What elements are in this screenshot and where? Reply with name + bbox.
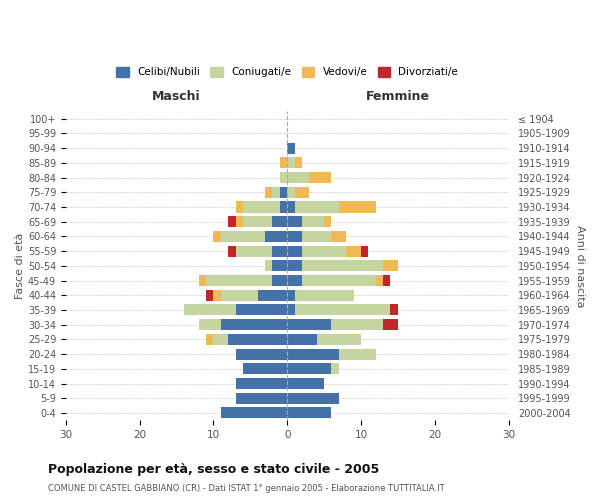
Bar <box>302 246 346 256</box>
Bar <box>236 304 287 316</box>
Bar <box>287 290 295 301</box>
Bar <box>383 275 391 286</box>
Bar <box>287 260 302 272</box>
Bar <box>324 216 331 227</box>
Bar <box>383 319 398 330</box>
Bar <box>272 216 287 227</box>
Bar <box>287 187 295 198</box>
Bar <box>243 364 287 374</box>
Bar <box>302 231 331 242</box>
Bar <box>287 319 331 330</box>
Bar <box>346 246 361 256</box>
Bar <box>214 231 221 242</box>
Bar <box>287 348 339 360</box>
Bar <box>272 187 280 198</box>
Bar <box>221 290 257 301</box>
Bar <box>221 319 287 330</box>
Text: Maschi: Maschi <box>152 90 201 102</box>
Bar <box>391 304 398 316</box>
Bar <box>287 142 295 154</box>
Bar <box>236 246 272 256</box>
Bar <box>287 408 331 418</box>
Bar <box>295 304 391 316</box>
Bar <box>287 275 302 286</box>
Bar <box>214 334 228 345</box>
Bar <box>206 290 214 301</box>
Bar <box>295 158 302 168</box>
Bar <box>228 334 287 345</box>
Bar <box>310 172 331 183</box>
Bar <box>295 290 353 301</box>
Bar <box>236 202 243 212</box>
Bar <box>287 246 302 256</box>
Bar <box>236 392 287 404</box>
Bar <box>257 290 287 301</box>
Bar <box>221 231 265 242</box>
Bar <box>287 392 339 404</box>
Bar <box>214 290 221 301</box>
Bar <box>228 216 236 227</box>
Bar <box>361 246 368 256</box>
Bar <box>236 348 287 360</box>
Text: Femmine: Femmine <box>366 90 430 102</box>
Legend: Celibi/Nubili, Coniugati/e, Vedovi/e, Divorziati/e: Celibi/Nubili, Coniugati/e, Vedovi/e, Di… <box>116 67 458 78</box>
Bar <box>383 260 398 272</box>
Bar <box>287 334 317 345</box>
Bar <box>331 231 346 242</box>
Bar <box>287 378 324 389</box>
Bar <box>280 187 287 198</box>
Bar <box>287 158 295 168</box>
Bar <box>184 304 236 316</box>
Bar <box>295 202 339 212</box>
Bar <box>287 231 302 242</box>
Bar <box>265 231 287 242</box>
Bar <box>265 187 272 198</box>
Bar <box>295 187 310 198</box>
Bar <box>287 364 331 374</box>
Bar <box>272 246 287 256</box>
Bar <box>280 158 287 168</box>
Bar <box>272 275 287 286</box>
Bar <box>199 275 206 286</box>
Bar <box>280 172 287 183</box>
Bar <box>339 202 376 212</box>
Bar <box>280 202 287 212</box>
Bar <box>287 216 302 227</box>
Y-axis label: Fasce di età: Fasce di età <box>15 232 25 299</box>
Text: COMUNE DI CASTEL GABBIANO (CR) - Dati ISTAT 1° gennaio 2005 - Elaborazione TUTTI: COMUNE DI CASTEL GABBIANO (CR) - Dati IS… <box>48 484 445 493</box>
Bar <box>376 275 383 286</box>
Bar <box>243 216 272 227</box>
Bar <box>221 408 287 418</box>
Bar <box>272 260 287 272</box>
Bar <box>228 246 236 256</box>
Text: Popolazione per età, sesso e stato civile - 2005: Popolazione per età, sesso e stato civil… <box>48 462 379 475</box>
Bar <box>206 334 214 345</box>
Bar <box>317 334 361 345</box>
Bar <box>302 216 324 227</box>
Bar <box>302 260 383 272</box>
Bar <box>265 260 272 272</box>
Bar <box>331 364 339 374</box>
Bar <box>236 378 287 389</box>
Bar <box>199 319 221 330</box>
Y-axis label: Anni di nascita: Anni di nascita <box>575 224 585 307</box>
Bar <box>287 202 295 212</box>
Bar <box>331 319 383 330</box>
Bar <box>302 275 376 286</box>
Bar <box>206 275 272 286</box>
Bar <box>243 202 280 212</box>
Bar <box>339 348 376 360</box>
Bar <box>236 216 243 227</box>
Bar <box>287 304 295 316</box>
Bar <box>287 172 310 183</box>
